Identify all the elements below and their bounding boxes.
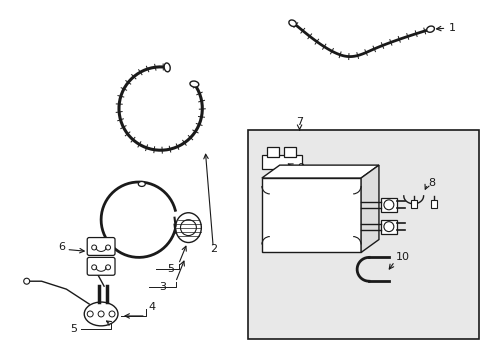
- FancyBboxPatch shape: [87, 257, 115, 275]
- Text: 6: 6: [58, 243, 65, 252]
- Ellipse shape: [175, 213, 201, 243]
- Ellipse shape: [288, 20, 296, 27]
- Bar: [283, 147, 295, 157]
- Ellipse shape: [164, 63, 170, 72]
- Circle shape: [105, 265, 110, 270]
- Polygon shape: [262, 165, 378, 178]
- Circle shape: [24, 278, 30, 284]
- Bar: [262, 155, 301, 169]
- Text: 10: 10: [395, 252, 409, 262]
- Ellipse shape: [189, 81, 199, 87]
- Text: 3: 3: [159, 282, 166, 292]
- Ellipse shape: [84, 302, 118, 326]
- Text: 4: 4: [148, 302, 156, 312]
- Circle shape: [383, 200, 393, 210]
- Bar: [380, 198, 396, 212]
- Text: 7: 7: [295, 117, 303, 127]
- Circle shape: [383, 222, 393, 231]
- Circle shape: [109, 311, 115, 317]
- Text: 9: 9: [297, 163, 304, 173]
- Circle shape: [98, 311, 104, 317]
- Circle shape: [105, 245, 110, 250]
- Circle shape: [92, 245, 97, 250]
- Bar: [429, 200, 436, 208]
- Ellipse shape: [426, 26, 433, 32]
- Text: 2: 2: [209, 244, 216, 255]
- Circle shape: [87, 311, 93, 317]
- Text: 5: 5: [167, 264, 174, 274]
- Polygon shape: [360, 165, 378, 252]
- Circle shape: [180, 220, 196, 235]
- FancyBboxPatch shape: [87, 238, 115, 255]
- Text: 1: 1: [447, 23, 454, 33]
- Text: 5: 5: [70, 324, 77, 334]
- Text: 8: 8: [427, 178, 435, 188]
- Bar: [380, 220, 396, 234]
- Bar: [262, 178, 360, 252]
- Circle shape: [92, 265, 97, 270]
- Bar: [266, 147, 278, 157]
- Bar: [410, 200, 416, 208]
- Bar: [247, 130, 478, 339]
- Ellipse shape: [138, 181, 145, 186]
